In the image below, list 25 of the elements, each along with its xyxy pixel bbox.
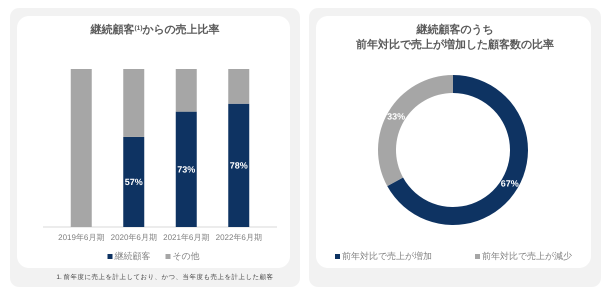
x-tick-label: 2020年6月期 xyxy=(110,233,157,242)
bar xyxy=(228,69,250,104)
data-label: 78% xyxy=(230,160,248,170)
bar xyxy=(176,112,197,227)
bar xyxy=(228,104,250,227)
legend-label: 前年対比で売上が減少 xyxy=(482,251,572,261)
data-label: 33% xyxy=(387,111,406,122)
bar xyxy=(70,69,92,227)
legend-label: 継続顧客 xyxy=(114,251,150,261)
bar xyxy=(123,69,144,137)
chart-title: 継続顧客$^{(1)}$からの売上比率 xyxy=(89,23,220,36)
bar xyxy=(123,136,144,227)
bar xyxy=(176,69,197,112)
donut-slice xyxy=(378,75,453,186)
data-label: 67% xyxy=(500,178,519,189)
data-label: 73% xyxy=(177,164,196,174)
x-tick-label: 2019年6月期 xyxy=(58,233,104,242)
data-label: 57% xyxy=(124,176,143,187)
chart-subtitle: 前年対比で売上が増加した顧客数の比率 xyxy=(355,38,554,51)
x-tick-label: 2022年6月期 xyxy=(216,233,262,242)
donut-slice xyxy=(387,75,528,225)
legend-label: その他 xyxy=(172,251,200,261)
chart-title: 継続顧客のうち xyxy=(416,23,494,36)
legend-label: 前年対比で売上が増加 xyxy=(342,251,432,261)
x-tick-label: 2021年6月期 xyxy=(163,233,210,242)
